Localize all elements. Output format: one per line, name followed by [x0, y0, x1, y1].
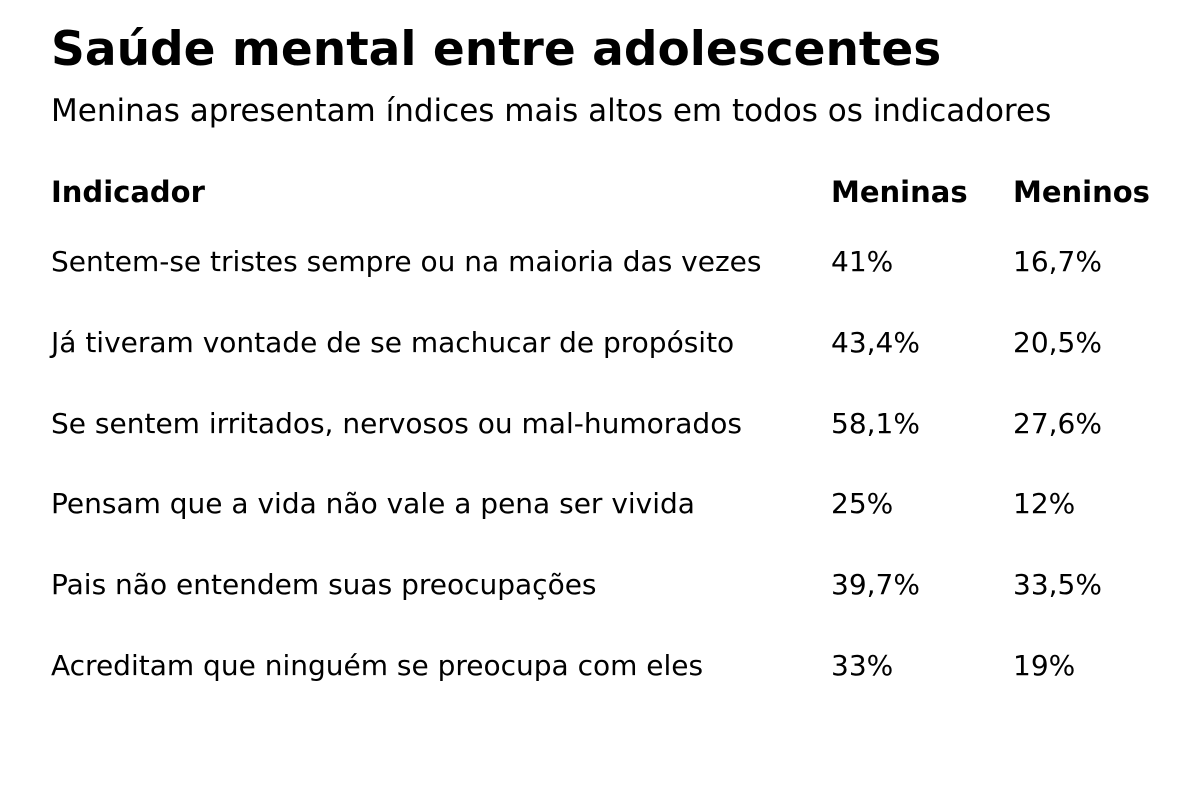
row-label: Sentem-se tristes sempre ou na maioria d… — [51, 245, 762, 278]
table-cell: 43,4% — [831, 325, 920, 359]
table-cell: 19% — [1013, 649, 1076, 682]
title: Saúde mental entre adolescentes — [51, 22, 942, 77]
table-cell: 20,5% — [1013, 325, 1102, 359]
table-cell: 12% — [1013, 487, 1076, 521]
column-header: Meninos — [1013, 175, 1150, 209]
row-label: Já tiveram vontade de se machucar de pro… — [51, 325, 735, 359]
column-header: Indicador — [51, 175, 205, 209]
table-cell: 27,6% — [1013, 406, 1102, 440]
table-cell: 16,7% — [1013, 245, 1102, 278]
subtitle: Meninas apresentam índices mais altos em… — [51, 93, 1052, 129]
table-cell: 41% — [831, 245, 894, 278]
row-label: Se sentem irritados, nervosos ou mal-hum… — [51, 406, 742, 440]
table-cell: 33,5% — [1013, 568, 1102, 602]
row-label: Acreditam que ninguém se preocupa com el… — [51, 649, 704, 682]
table-cell: 58,1% — [831, 406, 920, 440]
row-label: Pensam que a vida não vale a pena ser vi… — [51, 487, 695, 521]
column-header: Meninas — [831, 175, 968, 209]
row-label: Pais não entendem suas preocupações — [51, 568, 597, 602]
table-cell: 39,7% — [831, 568, 920, 602]
table-cell: 25% — [831, 487, 894, 521]
table-cell: 33% — [831, 649, 894, 682]
